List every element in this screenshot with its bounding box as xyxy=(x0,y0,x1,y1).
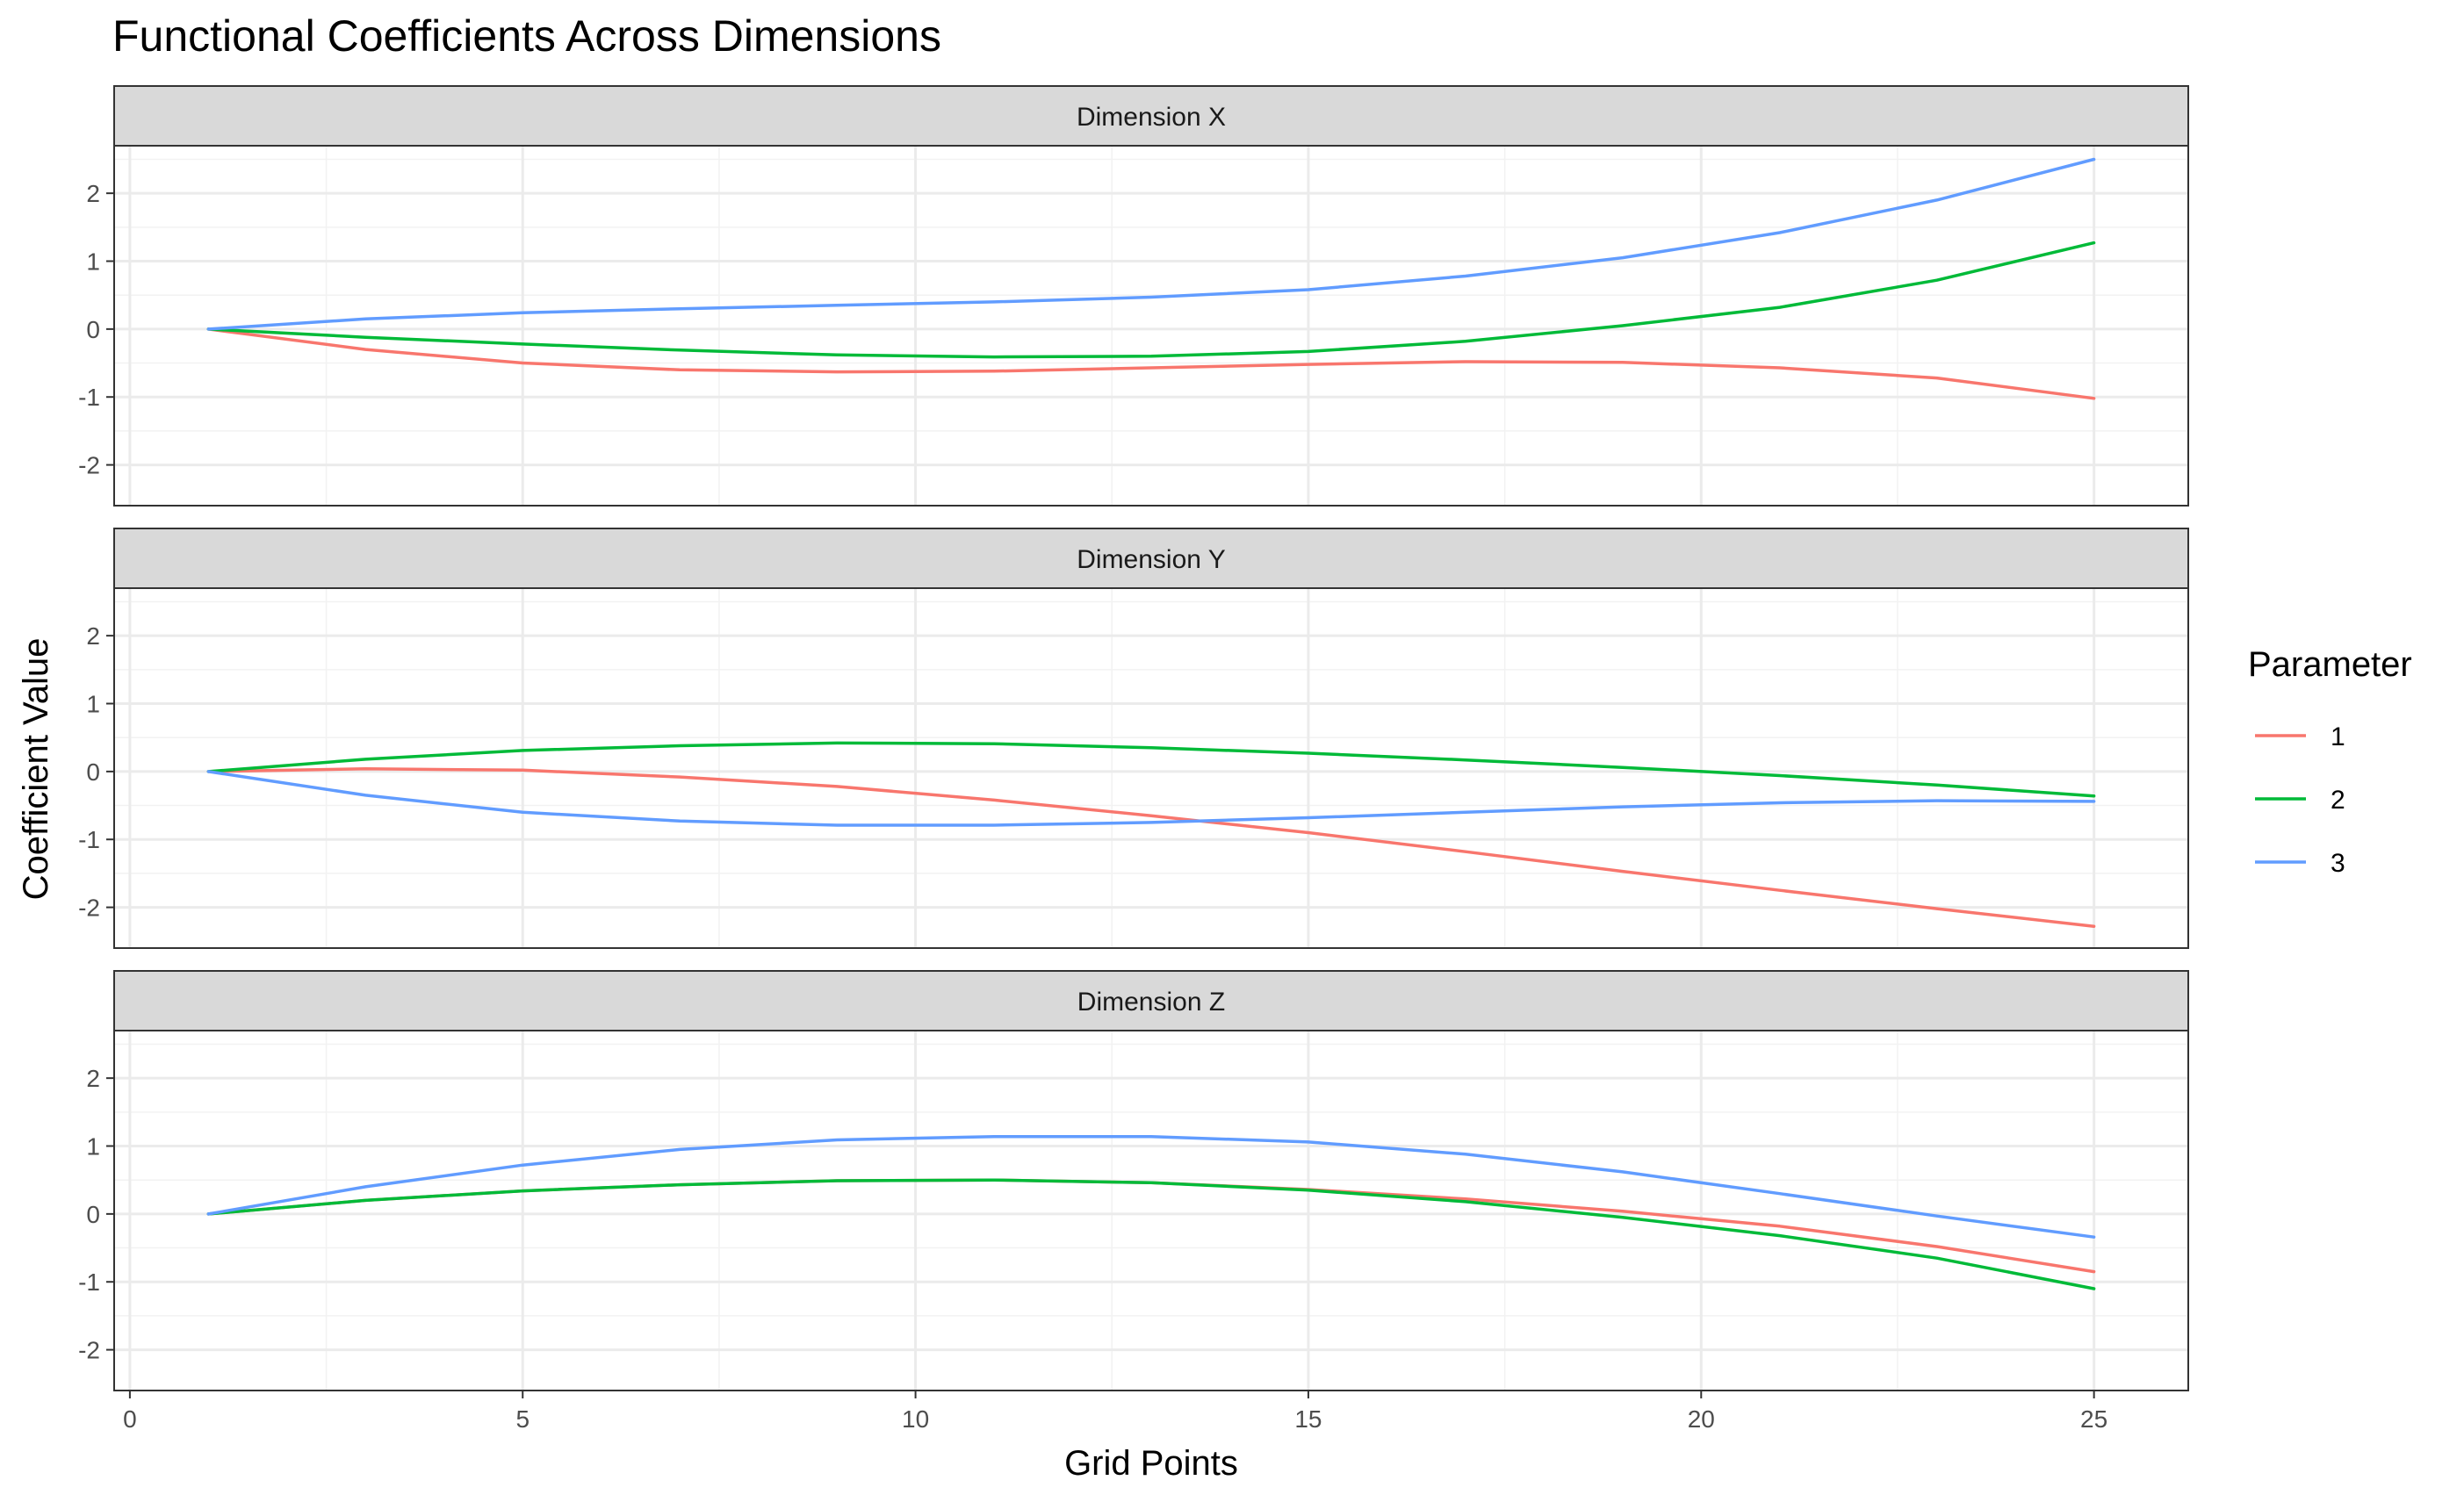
x-axis-label: Grid Points xyxy=(1064,1444,1238,1483)
series-line-1 xyxy=(206,327,2096,400)
y-tick-label: 0 xyxy=(86,1201,100,1228)
facet-panel: Dimension X -2 -1 0 1 2 xyxy=(78,85,2189,507)
y-tick-label: 0 xyxy=(86,758,100,786)
y-tick-label: -2 xyxy=(78,1337,100,1364)
series-line-2 xyxy=(206,241,2096,359)
y-axis-label: Coefficient Value xyxy=(17,638,55,901)
panel-border xyxy=(113,145,2189,507)
y-tick-label: 2 xyxy=(86,1065,100,1092)
x-tick-label: 5 xyxy=(515,1405,530,1433)
y-tick-label: 1 xyxy=(86,248,100,276)
chart-title: Functional Coefficients Across Dimension… xyxy=(112,11,941,61)
x-tick-label: 20 xyxy=(1688,1405,1715,1433)
facet-strip xyxy=(113,970,2189,1031)
y-tick-label: -1 xyxy=(78,826,100,853)
facet-strip-label: Dimension Z xyxy=(1077,988,1225,1017)
series-line-3 xyxy=(206,1134,2096,1239)
y-tick-label: -2 xyxy=(78,452,100,479)
facet-strip-label: Dimension Y xyxy=(1077,545,1226,574)
x-tick-label: 0 xyxy=(123,1405,137,1433)
x-tick-label: 15 xyxy=(1294,1405,1322,1433)
y-tick-label: 0 xyxy=(86,316,100,343)
legend-label: 1 xyxy=(2331,722,2345,751)
panel-border xyxy=(113,1030,2189,1391)
series-line-3 xyxy=(206,157,2096,331)
x-tick-label: 10 xyxy=(902,1405,929,1433)
y-tick-label: -2 xyxy=(78,895,100,922)
y-tick-label: 1 xyxy=(86,691,100,718)
legend: Parameter 1 2 3 xyxy=(2248,645,2412,878)
series-line-2 xyxy=(206,741,2096,798)
plot-background xyxy=(114,146,2188,506)
legend-label: 2 xyxy=(2331,786,2345,815)
y-tick-label: 1 xyxy=(86,1133,100,1161)
y-tick-label: 2 xyxy=(86,180,100,207)
series-line-3 xyxy=(206,770,2096,827)
plot-background xyxy=(114,1031,2188,1391)
facet-strip xyxy=(113,85,2189,147)
facet-strip-label: Dimension X xyxy=(1077,103,1226,132)
y-tick-label: -1 xyxy=(78,1268,100,1296)
series-line-2 xyxy=(206,1178,2096,1290)
legend-label: 3 xyxy=(2331,849,2345,878)
y-tick-label: -1 xyxy=(78,384,100,411)
legend-title: Parameter xyxy=(2248,645,2412,684)
facet-panel: Dimension Y -2 -1 0 1 2 xyxy=(78,528,2189,949)
y-tick-label: 2 xyxy=(86,622,100,650)
x-tick-label: 25 xyxy=(2080,1405,2107,1433)
panel-border xyxy=(113,587,2189,949)
series-line-1 xyxy=(206,767,2096,928)
